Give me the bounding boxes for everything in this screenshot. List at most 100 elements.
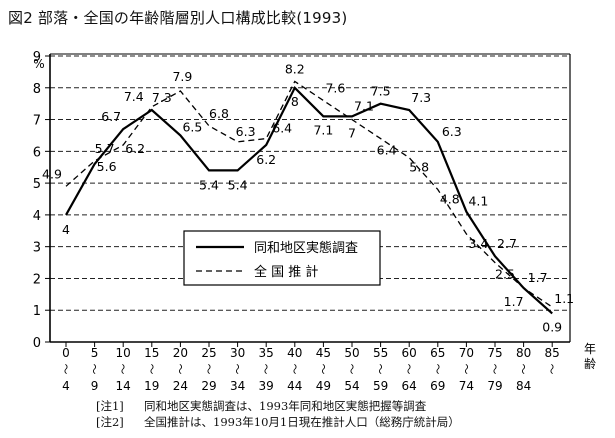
- x-tick-label: 9: [91, 379, 99, 393]
- x-tick-label: 〜: [459, 364, 472, 375]
- x-tick-label: 45: [316, 346, 331, 360]
- data-label-dowa: 4.1: [468, 194, 488, 209]
- legend-box: [183, 230, 381, 286]
- data-label-national: 7: [348, 126, 356, 141]
- x-tick-label: 〜: [59, 364, 72, 375]
- x-tick-labels: 0〜45〜910〜1415〜1920〜2425〜2930〜3435〜3940〜4…: [59, 342, 596, 393]
- data-labels: 45.66.77.36.55.4 5.46.287.17.17.5 7.36.34.…: [42, 61, 574, 334]
- x-tick-label: 〜: [259, 364, 272, 375]
- x-tick-label: 35: [259, 346, 274, 360]
- data-label-dowa: 6.7: [101, 109, 121, 124]
- x-tick-label: 15: [144, 346, 159, 360]
- data-label-national: 2.5: [495, 267, 515, 282]
- x-tick-label: 〜: [88, 364, 101, 375]
- data-label-national: 8.2: [285, 61, 305, 76]
- x-tick-label: 〜: [374, 364, 387, 375]
- y-axis-label: %: [33, 57, 44, 71]
- footnote-1: [注1] 同和地区実態調査は、1993年同和地区実態把握等調査: [96, 398, 426, 414]
- x-tick-label: 〜: [173, 364, 186, 375]
- data-label-national: 6.4: [272, 121, 292, 136]
- x-tick-label: 〜: [488, 364, 501, 375]
- footnote-2-tag: [注2]: [96, 415, 124, 429]
- y-tick-labels: 0 1 2 3 4 5 6 7 8 9%: [33, 50, 45, 351]
- data-label-dowa: 0.9: [542, 319, 562, 334]
- data-label-national: 6.4: [377, 143, 397, 158]
- x-tick-label: 〜: [345, 364, 358, 375]
- data-label-dowa: 7.3: [152, 90, 172, 105]
- x-tick-label: 〜: [288, 364, 301, 375]
- x-tick-label: 25: [201, 346, 216, 360]
- data-label-dowa: 2.7: [497, 236, 517, 251]
- x-tick-label: 70: [459, 346, 474, 360]
- x-tick-label: 19: [144, 379, 159, 393]
- data-label-dowa: 5.6: [97, 159, 117, 174]
- x-tick-label: 30: [230, 346, 245, 360]
- x-tick-label: 0: [62, 346, 70, 360]
- data-label-dowa: 7.3: [411, 90, 431, 105]
- footnote-2: [注2] 全国推計は、1993年10月1日現在推計人口（総務庁統計局）: [96, 414, 460, 430]
- legend-label-national: 全 国 推 計: [254, 264, 318, 280]
- y-tick-label: 7: [33, 114, 41, 129]
- x-tick-label: 〜: [116, 364, 129, 375]
- data-label-national: 6.8: [209, 106, 229, 121]
- data-label-national: 1.7: [528, 270, 548, 285]
- x-tick-label: 34: [230, 379, 245, 393]
- x-tick-label: 79: [487, 379, 502, 393]
- data-label-national: 3.4: [468, 236, 488, 251]
- y-tick-label: 3: [33, 241, 41, 256]
- x-axis-label: 年: [584, 342, 596, 356]
- footnote-1-tag: [注1]: [96, 399, 124, 413]
- data-label-national: 5.8: [409, 160, 429, 175]
- x-axis-label: 齢: [584, 356, 596, 371]
- x-tick-label: 〜: [231, 364, 244, 375]
- data-label-dowa: 8: [291, 94, 299, 109]
- footnote-2-text: 全国推計は、1993年10月1日現在推計人口（総務庁統計局）: [144, 415, 460, 429]
- x-tick-label: 75: [487, 346, 502, 360]
- x-tick-label: 29: [201, 379, 216, 393]
- data-label-national: 7.9: [172, 69, 192, 84]
- x-tick-label: 〜: [431, 364, 444, 375]
- x-tick-label: 〜: [316, 364, 329, 375]
- data-label-national: 1.1: [554, 291, 574, 306]
- x-tick-label: 4: [62, 379, 70, 393]
- x-tick-label: 10: [116, 346, 131, 360]
- x-tick-label: 20: [173, 346, 188, 360]
- x-tick-label: 49: [316, 379, 331, 393]
- x-tick-label: 〜: [202, 364, 215, 375]
- x-tick-label: 80: [516, 346, 531, 360]
- data-label-dowa: 7.1: [313, 122, 333, 137]
- x-tick-label: 40: [287, 346, 302, 360]
- data-label-national: 5.7: [95, 141, 115, 156]
- series-lines: [65, 80, 553, 315]
- x-tick-label: 65: [430, 346, 445, 360]
- x-tick-label: 85: [545, 346, 560, 360]
- footnote-1-text: 同和地区実態調査は、1993年同和地区実態把握等調査: [144, 399, 427, 413]
- series-line-national: [65, 80, 553, 308]
- y-tick-label: 5: [33, 177, 41, 192]
- data-label-dowa: 7.1: [354, 98, 374, 113]
- data-label-dowa: 6.5: [182, 119, 202, 134]
- data-label-dowa: 7.5: [371, 84, 391, 99]
- x-tick-label: 〜: [402, 364, 415, 375]
- x-tick-label: 74: [459, 379, 474, 393]
- data-label-dowa: 1.7: [504, 294, 524, 309]
- x-tick-label: 60: [402, 346, 417, 360]
- x-tick-label: 39: [259, 379, 274, 393]
- axes: [45, 53, 571, 347]
- data-label-national: 7.4: [124, 89, 144, 104]
- x-tick-label: 〜: [145, 364, 158, 375]
- x-tick-label: 54: [344, 379, 359, 393]
- y-tick-label: 1: [33, 304, 41, 319]
- x-tick-label: 64: [402, 379, 417, 393]
- x-tick-label: 24: [173, 379, 188, 393]
- x-tick-label: 44: [287, 379, 302, 393]
- data-label-dowa: 6.2: [256, 152, 276, 167]
- x-tick-label: 84: [516, 379, 531, 393]
- y-tick-label: 0: [33, 336, 41, 351]
- data-label-national: 4.9: [42, 166, 62, 181]
- data-label-national: 6.2: [125, 141, 145, 156]
- chart-title: 図2 部落・全国の年齢階層別人口構成比較(1993): [8, 9, 348, 27]
- y-tick-label: 6: [33, 145, 41, 160]
